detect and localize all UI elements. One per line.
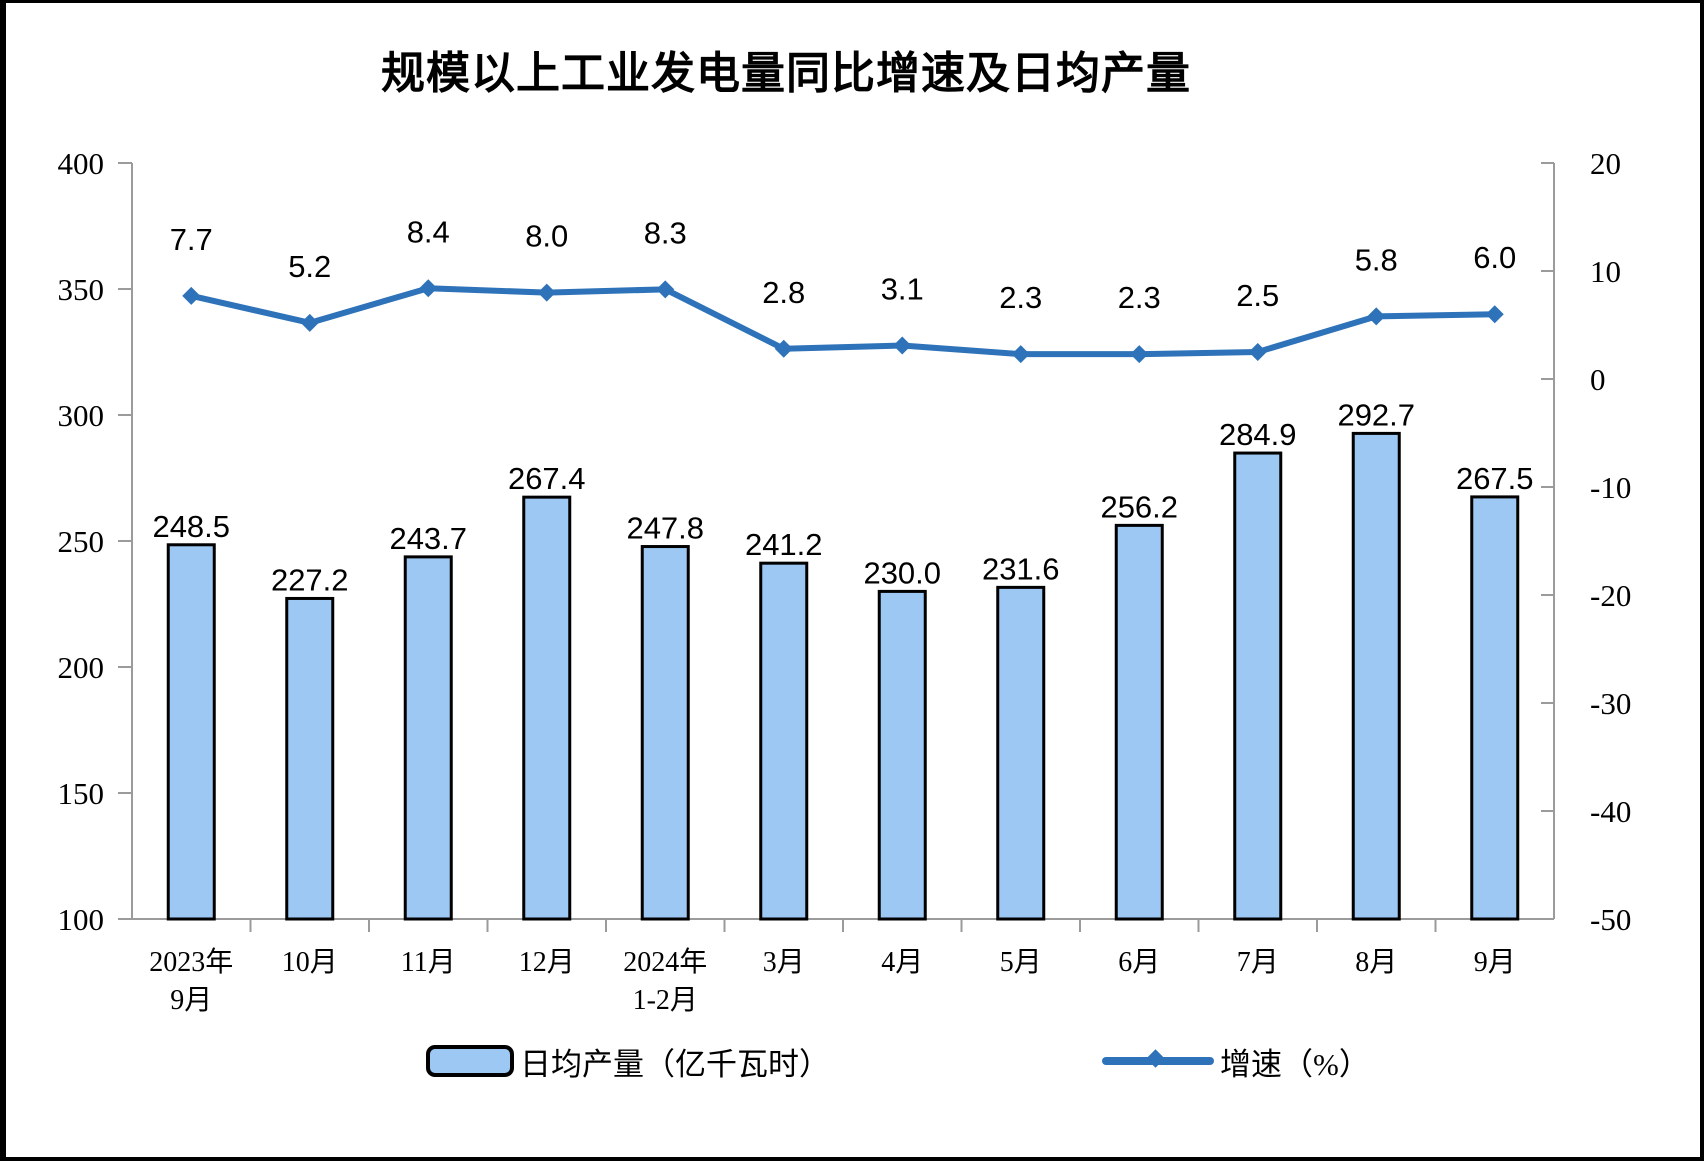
legend: 日均产量（亿千瓦时） 增速（%） (6, 1043, 1700, 1103)
bar-value-label: 231.6 (982, 551, 1060, 586)
right-axis-tick-label: 10 (1590, 254, 1621, 289)
plot-area: 40035030025020015010020100-10-20-30-40-5… (58, 146, 1632, 1016)
line-value-label: 6.0 (1473, 240, 1516, 275)
left-axis-tick-label: 350 (58, 272, 105, 307)
x-axis-category-label: 9月 (1474, 947, 1516, 978)
left-axis-tick-label: 300 (58, 398, 105, 433)
x-axis-category-label: 1-2月 (633, 985, 698, 1016)
x-axis-category-label: 12月 (519, 947, 575, 978)
growth-rate-marker (419, 279, 438, 298)
bar-value-label: 292.7 (1337, 397, 1415, 432)
bar-value-label: 267.5 (1456, 461, 1534, 496)
bar-daily-output (996, 585, 1046, 921)
growth-rate-line (190, 285, 1495, 358)
line-value-label: 2.5 (1236, 278, 1279, 313)
right-axis-tick-label: 0 (1590, 362, 1606, 397)
bar-daily-output (166, 543, 216, 921)
line-value-label: 2.8 (762, 275, 805, 310)
x-axis-category-label: 7月 (1237, 947, 1279, 978)
x-axis-category-label: 3月 (763, 947, 805, 978)
growth-rate-marker (1367, 307, 1386, 326)
x-axis-category-label: 10月 (282, 947, 338, 978)
growth-rate-marker (182, 286, 201, 305)
x-axis-category-label: 4月 (881, 947, 923, 978)
bar-value-label: 247.8 (626, 511, 704, 546)
bar-value-label: 230.0 (863, 555, 941, 590)
chart-title: 规模以上工业发电量同比增速及日均产量 (381, 49, 1191, 98)
bar-daily-output (522, 495, 572, 921)
right-axis-tick-label: -40 (1590, 794, 1631, 829)
growth-rate-marker (1011, 345, 1030, 364)
line-series-swatch (1102, 1049, 1214, 1068)
x-axis-category-label: 5月 (1000, 947, 1042, 978)
growth-rate-marker (537, 283, 556, 302)
right-axis-tick-label: -50 (1590, 902, 1631, 937)
legend-label-growth-rate: 增速（%） (1220, 1046, 1370, 1082)
right-axis-tick-label: -20 (1590, 578, 1631, 613)
growth-rate-marker (1130, 345, 1149, 364)
right-axis-tick-label: -30 (1590, 686, 1631, 721)
bar-daily-output (640, 545, 690, 921)
line-value-label: 2.3 (1118, 280, 1161, 315)
left-axis-tick-label: 150 (58, 776, 105, 811)
left-axis-tick-label: 200 (58, 650, 105, 685)
bar-daily-output (403, 555, 453, 921)
growth-rate-marker (1485, 305, 1504, 324)
bar-daily-output (285, 596, 335, 921)
x-axis-category-label: 11月 (401, 947, 456, 978)
line-value-label: 3.1 (881, 272, 924, 307)
line-value-label: 8.4 (407, 214, 450, 249)
bar-series-swatch (426, 1045, 514, 1077)
legend-item-growth-rate: 增速（%） (1102, 1043, 1370, 1082)
bar-value-label: 241.2 (745, 527, 823, 562)
bar-daily-output (877, 589, 927, 921)
right-axis-tick-label: -10 (1590, 470, 1631, 505)
growth-rate-marker (774, 339, 793, 358)
x-axis-category-label: 8月 (1355, 947, 1397, 978)
x-axis-category-label: 2024年 (623, 946, 707, 978)
line-value-label: 5.8 (1355, 242, 1398, 277)
bar-value-label: 267.4 (508, 461, 586, 496)
diamond-marker-icon (1146, 1049, 1165, 1068)
growth-rate-marker (1248, 343, 1267, 361)
legend-label-daily-output: 日均产量（亿千瓦时） (520, 1046, 830, 1082)
legend-item-daily-output: 日均产量（亿千瓦时） (426, 1043, 830, 1082)
line-value-label: 8.0 (525, 219, 568, 254)
bar-value-label: 248.5 (152, 509, 230, 544)
bar-value-label: 243.7 (389, 521, 467, 556)
x-axis-category-label: 9月 (170, 985, 212, 1016)
x-axis-category-label: 2023年 (149, 946, 233, 978)
bar-value-label: 256.2 (1100, 489, 1178, 524)
bar-daily-output (1351, 431, 1401, 921)
bar-daily-output (1470, 495, 1520, 921)
bar-value-label: 227.2 (271, 562, 349, 597)
growth-rate-marker (300, 313, 319, 332)
left-axis-tick-label: 250 (58, 524, 105, 559)
bar-daily-output (1233, 451, 1283, 921)
line-value-label: 7.7 (170, 222, 213, 257)
bar-value-label: 284.9 (1219, 417, 1297, 452)
right-axis-tick-label: 20 (1590, 146, 1621, 181)
line-value-label: 5.2 (288, 249, 331, 284)
growth-rate-marker (656, 280, 675, 299)
bar-daily-output (1114, 523, 1164, 921)
left-axis-tick-label: 100 (58, 902, 105, 937)
bar-daily-output (759, 561, 809, 921)
left-axis-tick-label: 400 (58, 146, 105, 181)
x-axis-category-label: 6月 (1118, 947, 1160, 978)
growth-rate-marker (893, 336, 912, 355)
line-value-label: 8.3 (644, 215, 687, 250)
line-value-label: 2.3 (999, 280, 1042, 315)
